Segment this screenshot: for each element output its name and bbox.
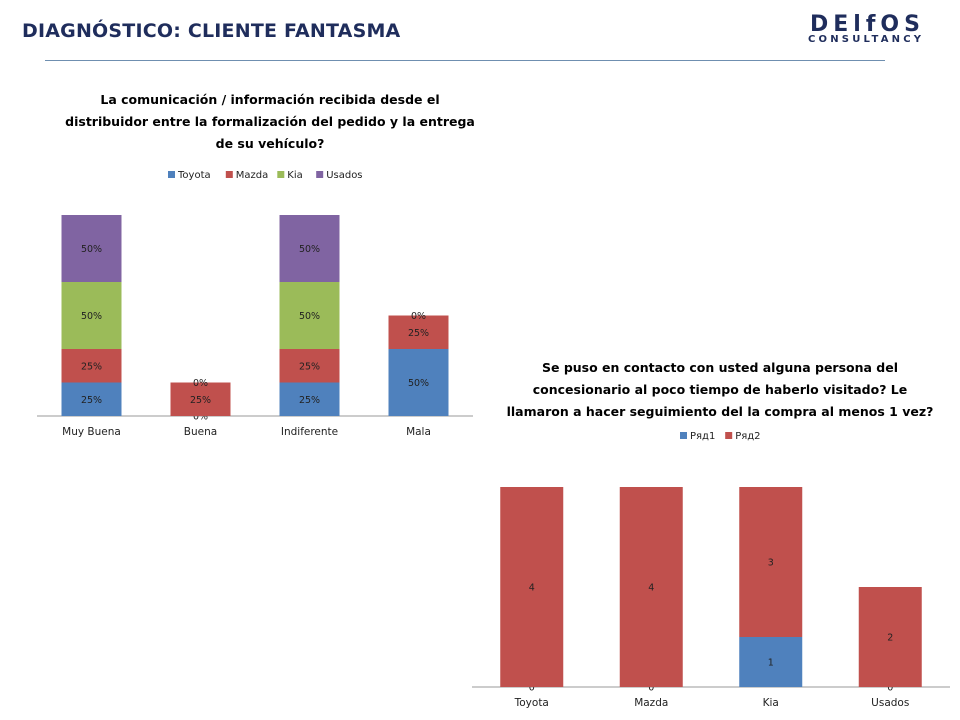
chart1-data-label: 50% [81,311,102,322]
chart-communication: La comunicación / información recibida d… [37,92,475,438]
chart2-legend-label: Ряд2 [735,431,760,442]
chart1-bar-segment [61,349,122,383]
chart1-legend-label: Toyota [177,170,211,181]
chart1-data-label: 25% [408,328,429,339]
chart2-legend-label: Ряд1 [690,431,715,442]
chart1-bar-segment [279,349,340,383]
chart2-data-label: 0 [529,683,535,694]
chart2-category-label: Kia [763,697,779,709]
chart1-data-label: 25% [299,361,320,372]
chart2-bar-segment [500,487,564,687]
chart1-data-label: 25% [299,395,320,406]
chart1-data-label: 50% [299,244,320,255]
chart2-data-label: 0 [887,683,893,694]
title-divider [45,60,885,61]
chart1-title-line: distribuidor entre la formalización del … [65,114,475,129]
chart1-bar-segment [279,215,340,282]
chart1-title-line: La comunicación / información recibida d… [100,92,439,107]
chart2-data-label: 4 [648,583,654,594]
chart1-legend-swatch [277,171,285,178]
chart2-data-label: 2 [887,633,893,644]
chart1-data-label: 25% [81,361,102,372]
chart1-category-label: Buena [184,426,217,438]
chart1-category-label: Indiferente [281,426,338,438]
chart2-title-line: llamaron a hacer seguimiento del la comp… [507,404,934,419]
chart2-category-label: Usados [871,697,909,709]
chart2-data-label: 4 [529,583,535,594]
logo-sub-text: CONSULTANCY [808,34,925,45]
chart1-data-label: 0% [193,378,208,389]
chart1-bar-segment [61,215,122,282]
chart1-bar-segment [388,349,449,416]
chart-follow-up-contact: Se puso en contacto con usted alguna per… [472,360,950,709]
chart2-bar-segment [739,487,803,637]
chart1-data-label: 50% [299,311,320,322]
chart1-data-label: 50% [81,244,102,255]
chart2-title-line: Se puso en contacto con usted alguna per… [542,360,898,375]
chart1-legend-label: Kia [287,170,302,181]
chart1-data-label: 25% [190,395,211,406]
chart1-legend-swatch [225,171,233,178]
chart1-bar-segment [279,382,340,416]
chart1-legend-swatch [168,171,175,178]
chart1-bar-segment [61,282,122,349]
chart2-category-label: Toyota [514,697,549,709]
chart2-bar-segment [739,637,803,687]
chart2-data-label: 1 [768,658,774,669]
chart2-legend-swatch [680,432,687,439]
chart1-legend-label: Mazda [236,170,268,181]
chart1-bar-segment [388,315,449,349]
chart2-data-label: 3 [768,558,774,569]
chart1-bar-segment [279,282,340,349]
chart2-legend-swatch [725,432,733,439]
chart1-data-label: 25% [81,395,102,406]
chart1-data-label: 0% [193,412,208,423]
chart1-data-label: 50% [408,378,429,389]
logo-main-text: DElfOS [810,12,925,37]
page-title: DIAGNÓSTICO: CLIENTE FANTASMA [22,20,401,42]
chart1-title-line: de su vehículo? [216,136,325,151]
chart1-bar-segment [61,382,122,416]
chart2-bar-segment [858,587,922,687]
chart1-bar-segment [170,382,231,416]
delfos-logo: DElfOS CONSULTANCY [808,12,938,46]
chart1-legend-swatch [316,171,324,178]
chart1-data-label: 0% [411,311,426,322]
chart2-category-label: Mazda [634,697,668,709]
chart1-category-label: Mala [406,426,431,438]
chart1-category-label: Muy Buena [62,426,121,438]
chart2-data-label: 0 [648,683,654,694]
chart2-bar-segment [619,487,683,687]
chart2-title-line: concesionario al poco tiempo de haberlo … [533,382,908,397]
chart1-legend-label: Usados [326,170,362,181]
